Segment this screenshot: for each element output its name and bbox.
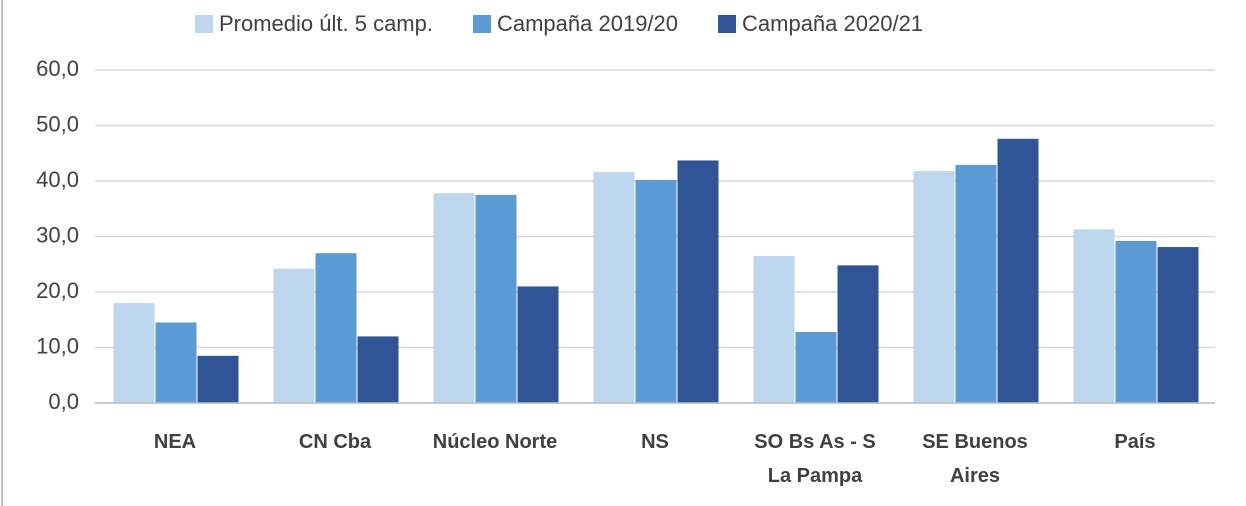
y-tick-label: 10,0	[36, 333, 79, 358]
bar	[315, 253, 357, 403]
bar	[1073, 229, 1115, 403]
legend-label: Campaña 2019/20	[497, 11, 678, 36]
bar	[795, 331, 837, 403]
bar	[753, 255, 795, 403]
bar	[635, 179, 677, 403]
y-tick-label: 0,0	[48, 389, 79, 414]
bar	[155, 322, 197, 403]
bar	[113, 303, 155, 403]
bar	[433, 193, 475, 403]
x-tick-label: SE Buenos Aires	[922, 431, 1028, 487]
bar	[913, 171, 955, 403]
x-tick-label: NS	[641, 431, 669, 453]
x-tick-label: NEA	[153, 431, 197, 453]
bar	[273, 268, 315, 403]
bar	[1157, 247, 1199, 403]
legend-label: Campaña 2020/21	[742, 11, 923, 36]
bar	[517, 286, 559, 403]
x-tick-label: País	[1114, 431, 1156, 453]
bar	[197, 355, 239, 403]
bar	[955, 164, 997, 403]
legend-swatch	[472, 15, 491, 33]
legend-swatch	[195, 15, 213, 33]
y-tick-label: 60,0	[36, 56, 79, 81]
bar	[997, 138, 1039, 403]
x-tick-label: CN Cba	[298, 431, 372, 453]
y-tick-label: 50,0	[36, 111, 79, 136]
bar	[677, 160, 719, 403]
x-tick-label: Núcleo Norte	[432, 431, 558, 453]
bar	[357, 336, 399, 403]
y-tick-label: 40,0	[36, 167, 79, 192]
bar	[1115, 240, 1157, 403]
legend-label: Promedio últ. 5 camp.	[219, 11, 433, 36]
bar	[593, 172, 635, 403]
bar	[837, 265, 879, 403]
bar	[475, 194, 517, 403]
legend-swatch	[718, 15, 737, 33]
y-tick-label: 20,0	[36, 278, 79, 303]
y-tick-label: 30,0	[36, 222, 79, 247]
x-tick-label: SO Bs As - S La Pampa	[754, 431, 876, 487]
